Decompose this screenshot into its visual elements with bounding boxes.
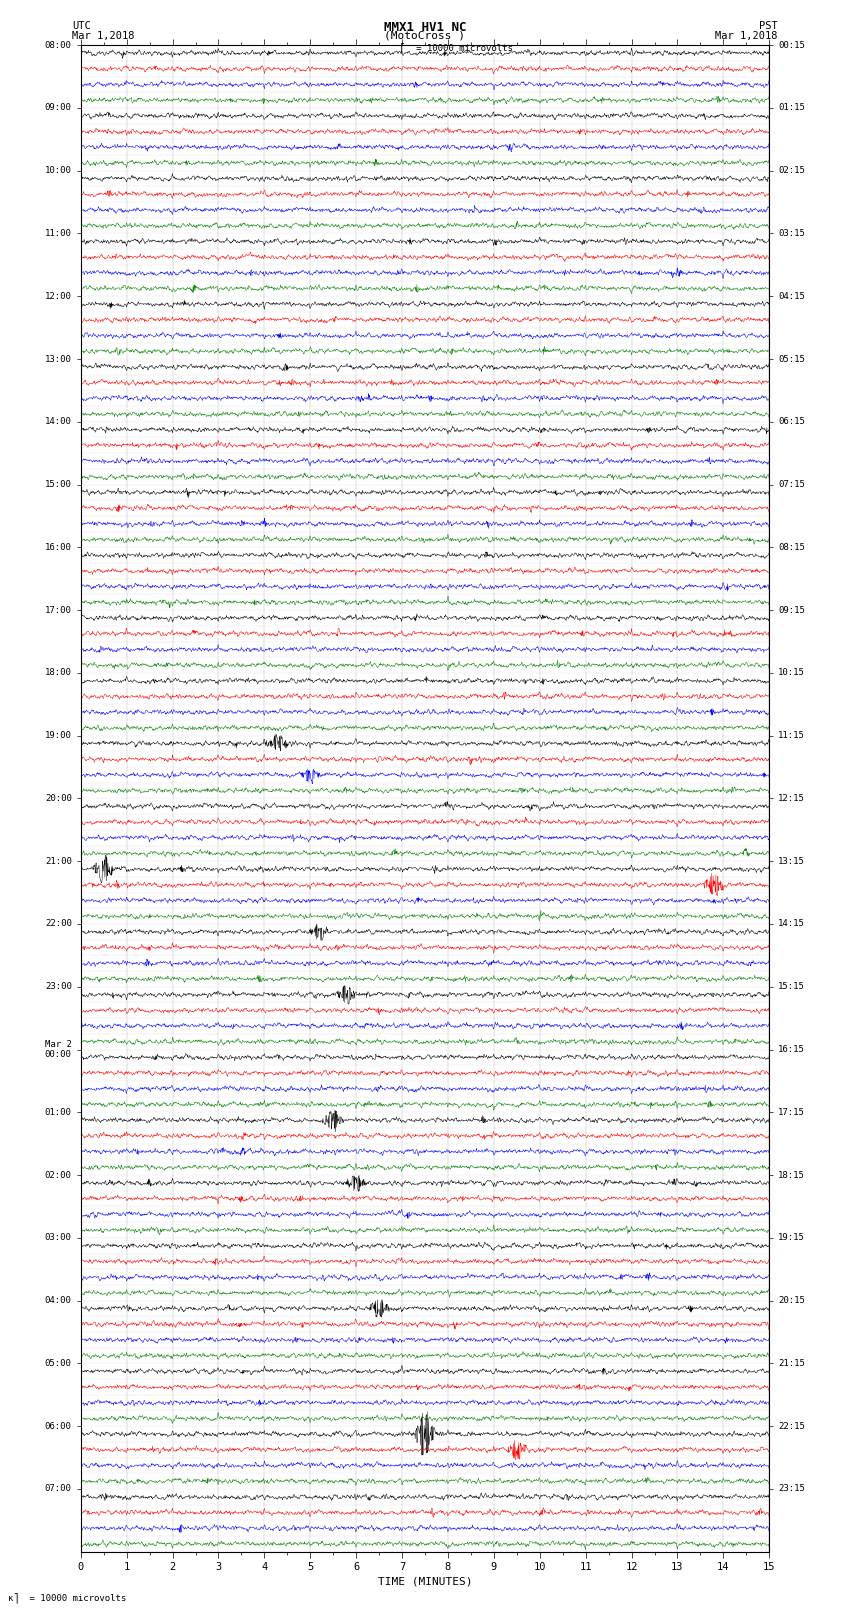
Text: MMX1 HV1 NC: MMX1 HV1 NC <box>383 21 467 34</box>
X-axis label: TIME (MINUTES): TIME (MINUTES) <box>377 1576 473 1586</box>
Text: UTC: UTC <box>72 21 91 31</box>
Text: Mar 1,2018: Mar 1,2018 <box>715 31 778 40</box>
Text: κ⎤  = 10000 microvolts: κ⎤ = 10000 microvolts <box>8 1592 127 1603</box>
Text: Mar 1,2018: Mar 1,2018 <box>72 31 135 40</box>
Text: PST: PST <box>759 21 778 31</box>
Text: ⎡  = 10000 microvolts: ⎡ = 10000 microvolts <box>400 42 513 53</box>
Text: (MotoCross ): (MotoCross ) <box>384 31 466 40</box>
